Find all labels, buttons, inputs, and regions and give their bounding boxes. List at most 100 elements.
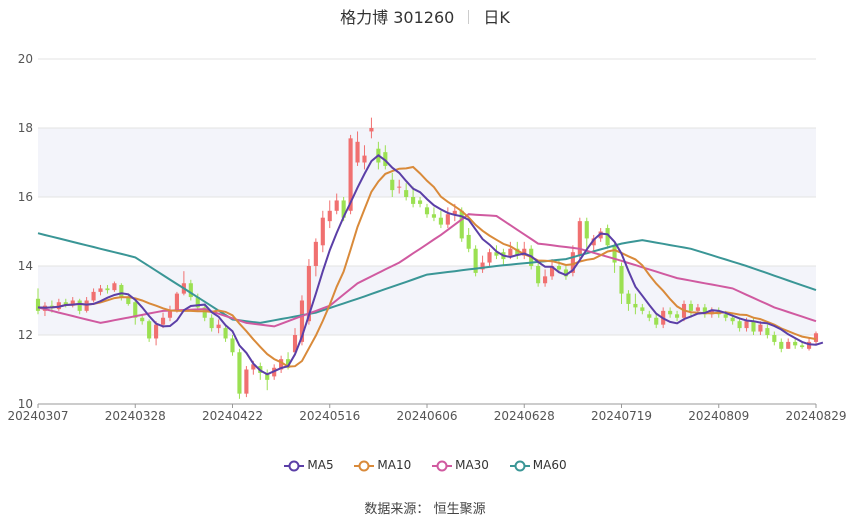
candle-body	[744, 321, 749, 329]
candle-body	[640, 307, 645, 311]
candle-body	[786, 341, 791, 349]
legend-item-ma60[interactable]: MA60	[509, 458, 567, 472]
candle-body	[313, 241, 318, 266]
candle-body	[800, 345, 805, 348]
candle-body	[119, 284, 124, 298]
candle-body	[758, 324, 763, 332]
legend-label-ma5: MA5	[307, 458, 334, 472]
candle-body	[147, 321, 152, 339]
candle-body	[806, 341, 812, 349]
candle-body	[84, 300, 89, 311]
candle-body	[494, 252, 499, 256]
candle-body	[202, 307, 207, 318]
candle-body	[549, 266, 555, 277]
candle-body	[466, 234, 471, 249]
ma5-legend-icon	[284, 460, 305, 471]
candle-body	[77, 300, 82, 311]
candle-body	[668, 310, 673, 315]
candle-body	[35, 298, 41, 311]
y-tick-label: 16	[18, 190, 33, 204]
candle-body	[438, 217, 443, 225]
band	[38, 128, 816, 197]
y-tick-label: 20	[18, 52, 33, 66]
candle-body	[292, 335, 298, 353]
candle-body	[341, 200, 346, 218]
background-bands	[38, 128, 816, 335]
legend-label-ma30: MA30	[455, 458, 489, 472]
candle-body	[355, 141, 360, 163]
candle-body	[369, 128, 374, 132]
period-label: 日K	[483, 8, 510, 27]
candle-body	[306, 266, 311, 322]
y-axis-ticks: 10 12 14 16 18 20	[18, 52, 33, 411]
ma30-legend-icon	[432, 460, 453, 471]
y-tick-label: 12	[18, 328, 33, 342]
source-value: 恒生聚源	[433, 502, 486, 517]
candle-body	[188, 283, 193, 298]
data-source: 数据来源： 恒生聚源	[0, 498, 850, 517]
legend-item-ma5[interactable]: MA5	[283, 458, 334, 472]
candle-body	[299, 300, 305, 342]
ma10-line	[37, 165, 817, 368]
candle-body	[487, 252, 492, 263]
legend: MA5 MA10 MA30 MA60	[0, 458, 850, 472]
candle-body	[195, 297, 200, 308]
candle-body	[612, 245, 617, 263]
candle-body	[536, 266, 541, 284]
candle-body	[751, 321, 756, 332]
candle-body	[626, 293, 631, 304]
candle-body	[695, 307, 700, 311]
candle-body	[390, 179, 395, 191]
candle-body	[251, 364, 256, 370]
x-tick-label: 20240328	[105, 409, 166, 423]
candle-body	[702, 307, 707, 315]
candle-body	[174, 293, 179, 311]
candle-body	[209, 317, 214, 329]
candle-body	[459, 210, 464, 239]
candle-body	[633, 303, 638, 308]
candle-body	[688, 303, 694, 311]
x-tick-label: 20240719	[591, 409, 652, 423]
title-separator	[468, 10, 470, 24]
x-tick-label: 20240628	[494, 409, 555, 423]
stock-name: 格力博 301260	[340, 8, 455, 27]
candle-body	[230, 338, 235, 353]
x-tick-label: 20240829	[785, 409, 846, 423]
candle-body	[397, 186, 402, 188]
candle-body	[348, 138, 353, 211]
ma60-line	[37, 232, 817, 324]
x-tick-label: 20240606	[396, 409, 457, 423]
x-axis: 20240307 20240328 20240422 20240516 20240606…	[7, 403, 847, 423]
candle-body	[417, 200, 423, 204]
ma60-legend-icon	[509, 460, 530, 471]
candle-body	[237, 352, 242, 394]
candle-body	[473, 248, 478, 273]
candle-body	[334, 200, 339, 211]
candle-body	[779, 341, 784, 349]
candle-body	[508, 248, 513, 256]
chart-title: 格力博 301260 日K	[0, 4, 850, 28]
candle-body	[362, 155, 367, 163]
candle-body	[383, 152, 388, 166]
candle-body	[647, 314, 652, 318]
candle-body	[723, 314, 728, 318]
candle-body	[793, 341, 798, 346]
x-tick-label: 20240422	[202, 409, 263, 423]
candle-body	[431, 214, 437, 218]
x-tick-label: 20240809	[688, 409, 749, 423]
legend-item-ma10[interactable]: MA10	[353, 458, 411, 472]
candle-body	[556, 266, 562, 270]
candle-body	[772, 335, 777, 342]
legend-item-ma30[interactable]: MA30	[431, 458, 489, 472]
candle-body	[515, 248, 520, 256]
y-tick-label: 18	[18, 121, 33, 135]
candle-body	[737, 321, 742, 329]
candle-body	[765, 328, 770, 335]
candle-body	[619, 266, 624, 294]
candle-body	[584, 221, 589, 239]
candle-body	[813, 333, 819, 342]
candle-body	[522, 248, 527, 256]
candle-body	[577, 221, 582, 256]
candle-body	[98, 288, 103, 292]
